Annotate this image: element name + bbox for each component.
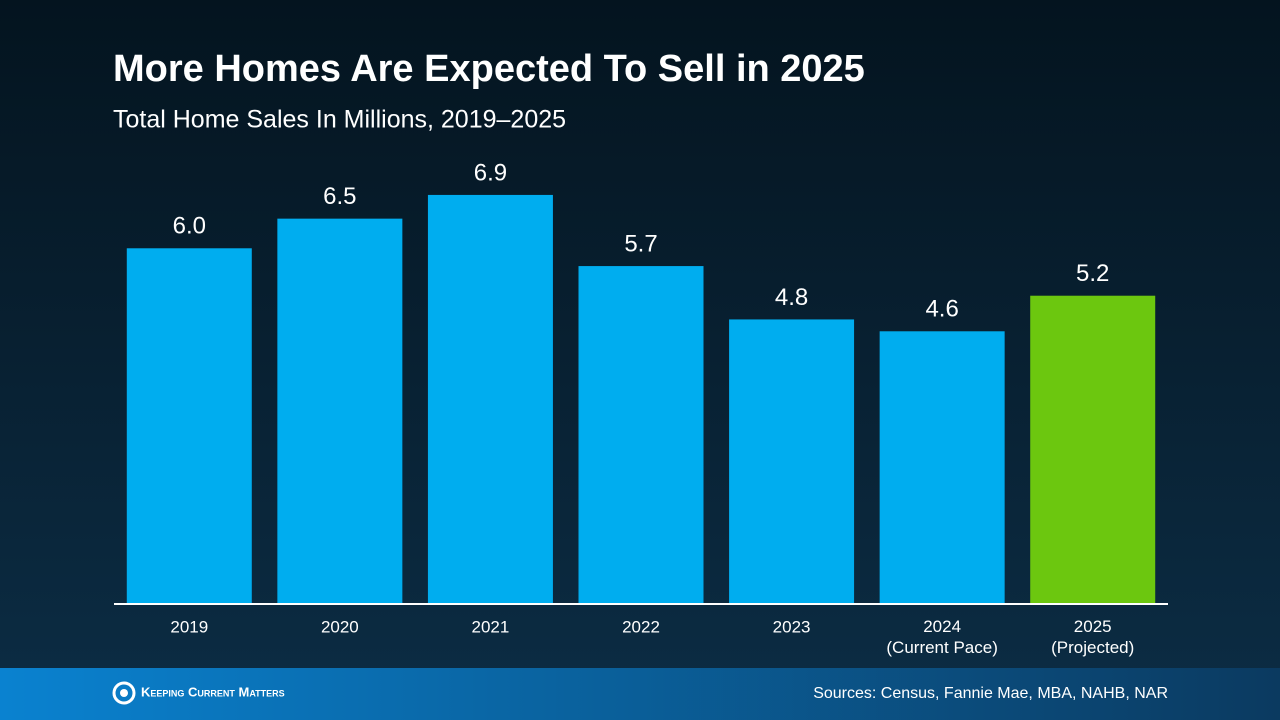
footer-band [0, 668, 1280, 720]
brand: Keeping Current Matters [141, 684, 285, 699]
x-tick-label: 2025 (Projected) [1051, 617, 1134, 657]
x-tick-label: 2022 [622, 617, 660, 636]
x-tick-label: 2020 [321, 617, 359, 636]
bar [879, 331, 1005, 604]
value-label: 6.5 [323, 183, 356, 210]
value-label: 6.0 [173, 213, 206, 240]
bar [427, 194, 553, 604]
value-label: 5.2 [1076, 260, 1109, 287]
logo-icon-dot [120, 689, 128, 697]
bar [126, 248, 252, 605]
bar [729, 319, 855, 604]
bar [277, 218, 403, 604]
x-tick-label: 2019 [170, 617, 208, 636]
value-label: 5.7 [624, 230, 657, 257]
value-label: 6.9 [474, 159, 507, 186]
x-tick-label: 2021 [472, 617, 510, 636]
logo-icon [112, 681, 136, 705]
sources: Sources: Census, Fannie Mae, MBA, NAHB, … [813, 685, 1168, 702]
chart-title: More Homes Are Expected To Sell in 2025 [113, 48, 865, 90]
x-tick-label: 2024 (Current Pace) [886, 617, 997, 657]
value-label: 4.6 [925, 296, 958, 323]
logo: Keeping Current Matters [112, 681, 285, 705]
chart-subtitle: Total Home Sales In Millions, 2019–2025 [113, 106, 566, 134]
value-label: 4.8 [775, 284, 808, 311]
bar [1030, 295, 1156, 604]
x-tick-label: 2023 [773, 617, 811, 636]
bar [578, 266, 704, 604]
